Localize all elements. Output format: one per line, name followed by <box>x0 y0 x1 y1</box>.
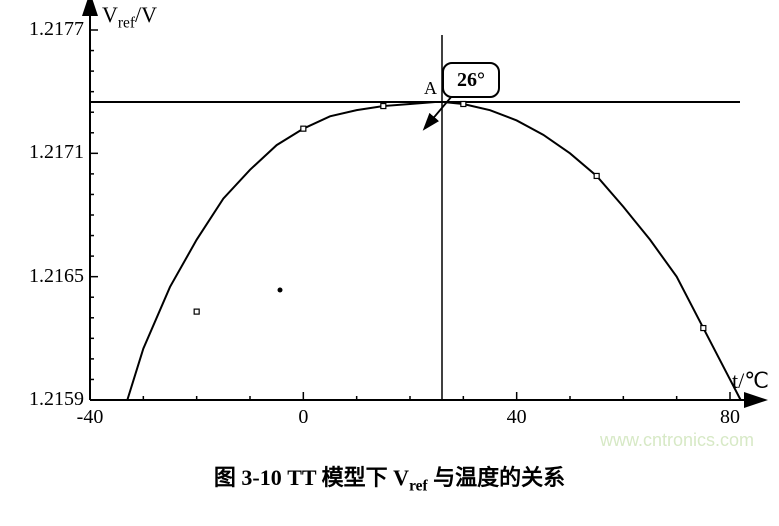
y-tick-label: 1.2165 <box>29 265 84 288</box>
x-tick-label: 40 <box>497 406 537 429</box>
figure-caption: 图 3-10 TT 模型下 Vref 与温度的关系 <box>0 460 779 495</box>
peak-point-label: A <box>424 78 437 99</box>
y-axis-label: Vref/V <box>102 2 157 32</box>
x-tick-label: 0 <box>283 406 323 429</box>
peak-annotation-bubble: 26° <box>442 62 500 98</box>
peak-annotation-text: 26° <box>457 69 485 91</box>
watermark-text: www.cntronics.com <box>600 430 754 451</box>
x-axis-label: t/℃ <box>732 368 769 394</box>
x-tick-label: 80 <box>710 406 750 429</box>
x-tick-label: -40 <box>70 406 110 429</box>
y-tick-label: 1.2177 <box>29 18 84 41</box>
y-tick-label: 1.2171 <box>29 141 84 164</box>
